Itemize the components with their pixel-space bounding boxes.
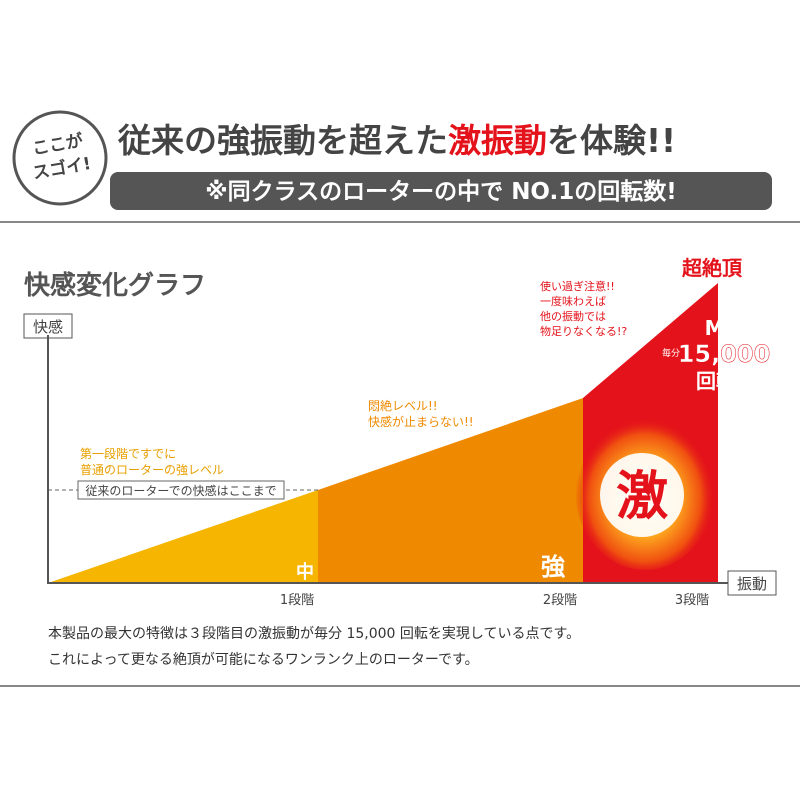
x-tick-label: 3段階 [675,593,709,608]
x-tick-label: 2段階 [543,593,577,608]
headline-part: 従来の強振動を超えた [117,121,448,160]
level-label: 強 [541,553,566,581]
note: 悶絶レベル!! [368,399,438,413]
subheadline-bar [110,172,772,210]
level-circle [600,453,684,537]
badge [12,110,108,206]
note: 第一段階ですでに [80,446,176,461]
note: 快感が止まらない!! [368,414,474,429]
level-label: 中 [296,561,314,583]
note: 他の振動では [540,309,606,323]
x-tick-label: 1段階 [280,593,314,608]
level-label: 激 [616,467,668,527]
y-axis-label: 快感 [33,318,63,336]
graph-title: 快感変化グラフ [24,270,206,301]
baseline-label: 従来のローターでの快感はここまで [85,483,276,498]
max-label: MAX [705,316,756,340]
max-unit: 回転 [696,369,736,393]
note: 物足りなくなる!? [540,324,627,338]
note: 普通のローターの強レベル [80,463,224,477]
baseline-label-box [77,480,285,500]
stage1-area [48,490,318,583]
note: 一度味わえば [540,295,606,308]
note: 使い過ぎ注意!! [540,279,615,293]
headline: 従来の強振動を超えた激振動を体験!! [117,121,676,160]
headline-highlight: 激振動 [448,121,547,160]
headline-part: を体験!! [547,121,676,160]
subheadline: ※同クラスのローターの中で NO.1の回転数! [205,178,676,205]
stage2-area [318,398,583,583]
max-value: 15,000 [678,340,771,368]
x-axis-label-box [727,570,777,596]
description: 本製品の最大の特徴は３段階目の激振動が毎分 15,000 回転を実現している点で… [48,625,580,642]
description: これによって更なる絶頂が可能になるワンランク上のローターです。 [48,651,479,668]
x-axis-label: 振動 [737,575,767,593]
max-per-minute: 毎分 [662,347,680,359]
peak-label: 超絶頂 [681,256,743,280]
